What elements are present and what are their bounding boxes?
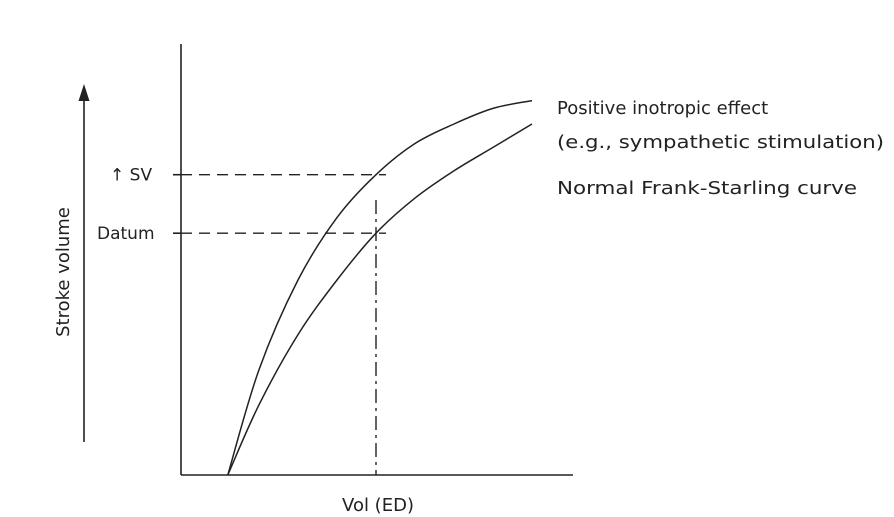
normal-frank-starling-curve	[227, 123, 533, 476]
y-axis-label: Stroke volume	[53, 207, 74, 337]
positive-inotropic-label-line-2: (e.g., sympathetic stimulation)	[557, 132, 884, 153]
positive-inotropic-curve	[227, 99, 533, 476]
x-axis-label: Vol (ED)	[342, 495, 414, 516]
normal-curve-label: Normal Frank-Starling curve	[557, 178, 857, 199]
datum-annotation-label: Datum	[97, 224, 155, 244]
sv-annotation-label: ↑ SV	[110, 166, 152, 186]
positive-inotropic-label-line-1: Positive inotropic effect	[557, 98, 768, 119]
y-direction-arrow-head	[78, 84, 90, 101]
